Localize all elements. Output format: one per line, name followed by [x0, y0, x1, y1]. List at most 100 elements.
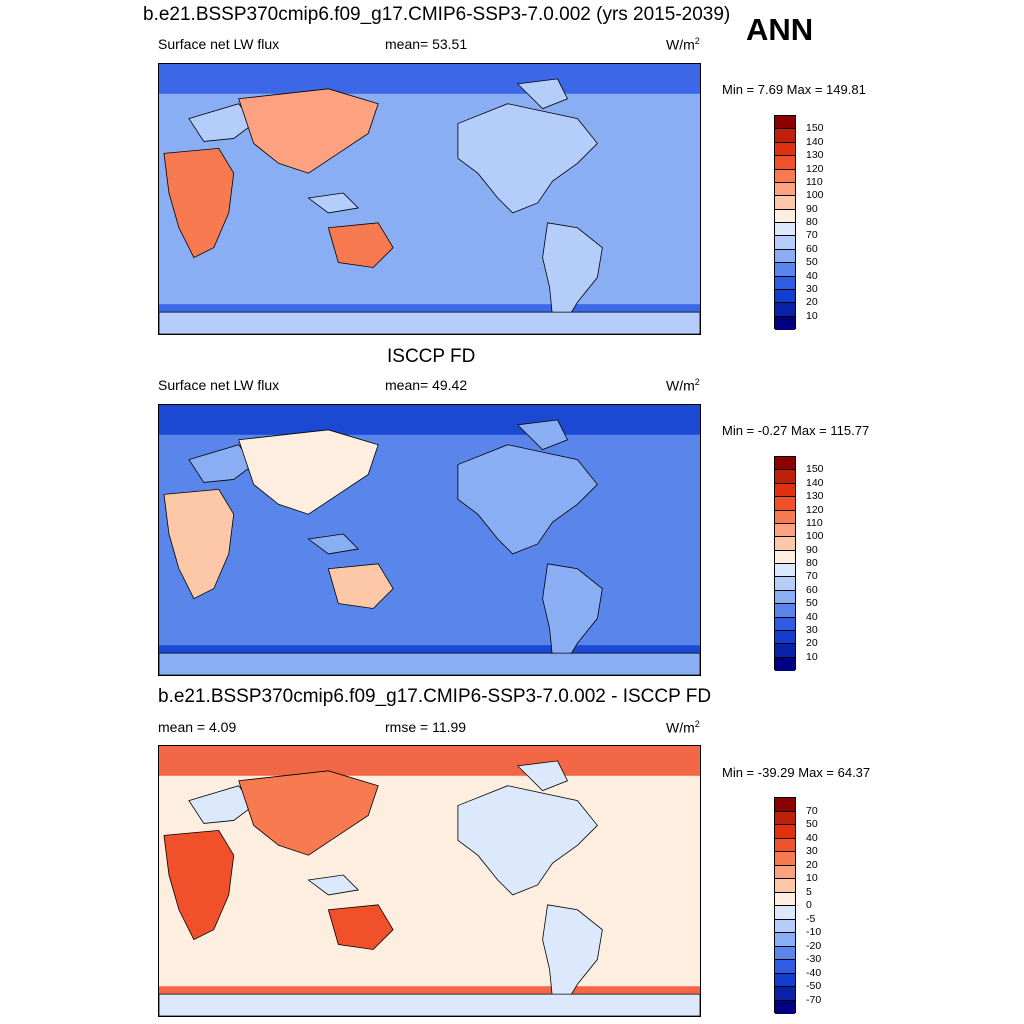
colorbar-tick-label: 140 — [806, 476, 824, 489]
colorbar-swatch — [775, 156, 795, 170]
colorbar-tick-label: 90 — [806, 543, 818, 556]
colorbar-tick-label: -20 — [806, 939, 822, 952]
continent-outline — [159, 311, 700, 334]
colorbar-swatch — [775, 142, 795, 157]
colorbar-swatch — [775, 316, 795, 330]
colorbar-tick-label: 150 — [806, 122, 824, 135]
colorbar-tick-label: 130 — [806, 149, 824, 162]
season-label: ANN — [746, 12, 814, 47]
colorbar-tick-label: 80 — [806, 557, 818, 569]
continent-outline — [163, 829, 235, 941]
colorbar-tick-label: -10 — [806, 926, 822, 938]
colorbar-swatch — [775, 906, 795, 920]
continent-outline — [457, 785, 598, 896]
colorbar-swatch — [775, 303, 795, 317]
colorbar-tick-label: 10 — [806, 872, 818, 884]
colorbar-swatch — [775, 263, 795, 277]
colorbar-tick-label: 30 — [806, 282, 818, 295]
panel3-title: b.e21.BSSP370cmip6.f09_g17.CMIP6-SSP3-7.… — [158, 686, 712, 707]
colorbar-swatch — [775, 973, 795, 987]
colorbar-swatch — [775, 457, 795, 471]
panel2-mean-label: mean= 49.42 — [385, 377, 468, 393]
colorbar-tick-label: -5 — [806, 912, 816, 925]
polar-band — [159, 405, 700, 435]
colorbar-tick-label: 120 — [806, 162, 824, 175]
continent-outline — [188, 785, 255, 824]
continent-outline — [238, 88, 379, 174]
colorbar-swatch — [775, 537, 795, 551]
continent-outline — [159, 993, 700, 1016]
colorbar-tick-label: -70 — [806, 993, 822, 1006]
continent-outline — [307, 533, 360, 555]
colorbar-tick-label: 90 — [806, 202, 818, 215]
panel1-units-label: W/m2 — [666, 36, 700, 53]
colorbar-tick-label: 70 — [806, 570, 818, 583]
continent-outline — [188, 103, 255, 142]
colorbar-tick-label: 70 — [806, 229, 818, 242]
panel1-variable-label: Surface net LW flux — [158, 36, 280, 52]
colorbar-tick-label: 80 — [806, 216, 818, 228]
colorbar-swatch — [775, 644, 795, 658]
panel1-colorbar — [774, 115, 796, 330]
continent-outline — [163, 488, 235, 600]
panel3-units-label: W/m2 — [666, 719, 700, 736]
colorbar-tick-label: 20 — [806, 858, 818, 871]
colorbar-tick-label: 20 — [806, 296, 818, 309]
colorbar-swatch — [775, 604, 795, 618]
colorbar-swatch — [775, 1000, 795, 1014]
continent-outline — [188, 444, 255, 483]
panel2-map — [158, 404, 701, 676]
panel3-mean-label: mean = 4.09 — [158, 719, 237, 735]
colorbar-tick-label: 30 — [806, 845, 818, 857]
panel3-rmse-label: rmse = 11.99 — [385, 719, 467, 735]
colorbar-tick-label: 60 — [806, 583, 818, 596]
colorbar-swatch — [775, 933, 795, 947]
colorbar-swatch — [775, 497, 795, 511]
colorbar-tick-label: 50 — [806, 818, 818, 830]
continent-outline — [516, 760, 569, 792]
colorbar-swatch — [775, 236, 795, 250]
colorbar-tick-label: -50 — [806, 980, 822, 992]
colorbar-tick-label: 150 — [806, 463, 824, 476]
colorbar-swatch — [775, 550, 795, 564]
colorbar-tick-label: 40 — [806, 831, 818, 844]
continent-outline — [457, 444, 598, 555]
colorbar-swatch — [775, 483, 795, 498]
colorbar-tick-label: 40 — [806, 269, 818, 282]
colorbar-swatch — [775, 919, 795, 933]
colorbar-swatch — [775, 657, 795, 671]
colorbar-tick-label: 110 — [806, 516, 823, 529]
colorbar-tick-label: 10 — [806, 309, 818, 322]
panel1-mean-label: mean= 53.51 — [385, 36, 468, 52]
continent-outline — [307, 874, 360, 896]
colorbar-swatch — [775, 617, 795, 631]
colorbar-swatch — [775, 892, 795, 906]
colorbar-tick-label: 110 — [806, 175, 823, 188]
colorbar-swatch — [775, 470, 795, 484]
colorbar-swatch — [775, 116, 795, 130]
colorbar-swatch — [775, 577, 795, 591]
colorbar-tick-label: 0 — [806, 899, 812, 911]
colorbar-swatch — [775, 987, 795, 1001]
colorbar-tick-label: 30 — [806, 623, 818, 636]
panel2-variable-label: Surface net LW flux — [158, 377, 280, 393]
colorbar-swatch — [775, 960, 795, 974]
colorbar-swatch — [775, 564, 795, 578]
colorbar-swatch — [775, 249, 795, 264]
colorbar-tick-label: 100 — [806, 530, 824, 543]
ocean-field — [159, 64, 700, 334]
colorbar-tick-label: 140 — [806, 135, 824, 148]
colorbar-tick-label: 40 — [806, 610, 818, 623]
continent-outline — [457, 103, 598, 214]
colorbar-swatch — [775, 811, 795, 825]
panel2-colorbar — [774, 456, 796, 671]
continent-outline — [159, 652, 700, 675]
colorbar-swatch — [775, 182, 795, 197]
colorbar-swatch — [775, 223, 795, 237]
colorbar-tick-label: 60 — [806, 242, 818, 255]
panel3-minmax: Min = -39.29 Max = 64.37 — [722, 765, 871, 780]
colorbar-tick-label: -30 — [806, 953, 822, 965]
colorbar-tick-label: 10 — [806, 650, 818, 663]
colorbar-tick-label: 130 — [806, 490, 824, 503]
colorbar-swatch — [775, 798, 795, 812]
